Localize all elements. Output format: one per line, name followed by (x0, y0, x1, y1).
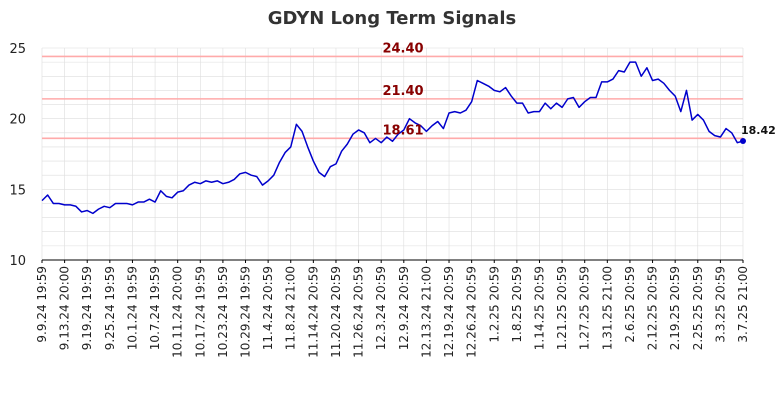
x-tick-label: 12.13.24 21:00 (419, 266, 433, 358)
x-tick-label: 1.14.25 20:59 (532, 266, 546, 350)
x-tick-label: 12.9.24 20:59 (397, 266, 411, 350)
x-tick-label: 2.6.25 20:59 (623, 266, 637, 343)
x-tick-label: 1.2.25 20:59 (487, 266, 501, 343)
x-tick-label: 11.4.24 20:59 (261, 266, 275, 350)
x-tick-label: 9.13.24 20:00 (58, 266, 72, 350)
x-tick-label: 1.8.25 20:59 (510, 266, 524, 343)
last-point-marker (740, 137, 746, 144)
axis-layer: 10 15 20 25 9.9.24 19:59 9.13.24 20:00 9.19.24… (9, 42, 750, 358)
x-tick-label: 1.31.25 21:00 (600, 266, 614, 350)
x-tick-label: 11.20.24 20:59 (329, 266, 343, 358)
x-tick-label: 10.29.24 19:59 (239, 266, 253, 358)
y-tick-label: 25 (9, 42, 26, 57)
signal-layer (42, 55, 743, 140)
x-tick-label: 9.25.24 19:59 (103, 266, 117, 350)
x-tick-label: 10.7.24 19:59 (148, 266, 162, 350)
x-tick-label: 9.9.24 19:59 (35, 266, 49, 343)
chart-title: GDYN Long Term Signals (267, 8, 517, 29)
x-tick-label: 10.23.24 19:59 (216, 266, 230, 358)
label-layer: 24.40 21.40 18.61 18.42 (382, 41, 775, 138)
x-tick-label: 1.27.25 20:59 (578, 266, 592, 350)
x-tick-label: 2.12.25 20:59 (646, 266, 660, 350)
x-tick-label: 1.21.25 20:59 (555, 266, 569, 350)
signal-label: 24.40 (382, 41, 423, 56)
y-tick-label: 20 (9, 113, 26, 128)
last-value-label: 18.42 (741, 124, 776, 137)
x-tick-label: 2.25.25 20:59 (691, 266, 705, 350)
series-layer (41, 61, 746, 215)
x-tick-label: 10.11.24 20:00 (171, 266, 185, 358)
x-tick-label: 3.3.25 20:59 (713, 266, 727, 343)
x-tick-label: 10.1.24 19:59 (125, 266, 139, 350)
x-tick-label: 12.19.24 20:59 (442, 266, 456, 358)
x-tick-label: 12.26.24 20:59 (465, 266, 479, 358)
grid-layer (41, 47, 744, 261)
x-tick-label: 11.8.24 21:00 (284, 266, 298, 350)
x-tick-label: 3.7.25 21:00 (736, 266, 750, 343)
series-line (41, 61, 744, 215)
x-tick-label: 2.19.25 20:59 (668, 266, 682, 350)
signal-label: 21.40 (382, 84, 423, 99)
x-tick-label: 11.26.24 20:59 (352, 266, 366, 358)
y-tick-label: 15 (9, 183, 26, 198)
y-tick-label: 10 (9, 254, 26, 269)
signal-label: 18.61 (382, 123, 423, 138)
x-tick-label: 10.17.24 19:59 (193, 266, 207, 358)
x-tick-label: 9.19.24 19:59 (80, 266, 94, 350)
x-tick-label: 11.14.24 20:59 (306, 266, 320, 358)
x-tick-label: 12.3.24 20:59 (374, 266, 388, 350)
